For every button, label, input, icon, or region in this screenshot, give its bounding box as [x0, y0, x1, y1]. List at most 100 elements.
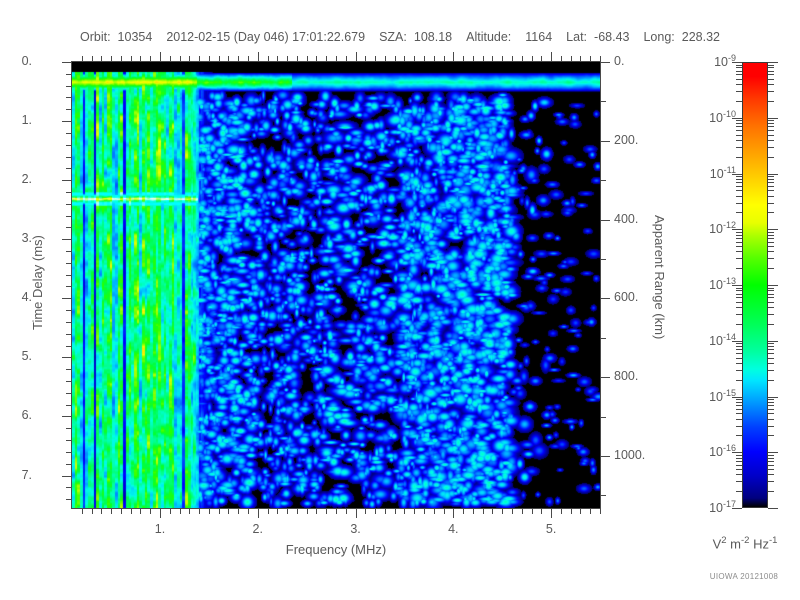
colorbar-tick-mantissa: 10: [709, 333, 723, 348]
y-right-tick-minor: [600, 495, 606, 497]
colorbar-tick-label: 10-14: [709, 332, 736, 348]
colorbar-tick-minor: [736, 425, 742, 427]
sza-value: 108.18: [413, 30, 453, 44]
credit-text: UIOWA 20121008: [709, 572, 779, 581]
x-tick-minor: [169, 508, 171, 514]
x-tick-minor: [580, 508, 582, 514]
colorbar-tick-minor: [768, 401, 774, 403]
y-right-tick-label: 1000.: [614, 447, 646, 462]
x-tick-minor-top: [404, 56, 406, 62]
colorbar-tick-minor: [736, 491, 742, 493]
colorbar-tick-label: 10-17: [709, 499, 736, 515]
colorbar-tick-major: [768, 396, 778, 398]
x-tick-minor-top: [375, 56, 377, 62]
x-tick-minor: [267, 508, 269, 514]
colorbar-tick-mantissa: 10: [709, 389, 723, 404]
colorbar-tick-minor: [768, 408, 774, 410]
x-tick-minor-top: [570, 56, 572, 62]
x-tick-minor-top: [120, 56, 122, 62]
colorbar-tick-minor: [736, 146, 742, 148]
colorbar-tick-major: [768, 508, 778, 509]
x-tick-minor: [306, 508, 308, 514]
colorbar-tick-minor: [768, 474, 774, 476]
colorbar-tick-minor: [736, 195, 742, 197]
x-tick-minor-top: [208, 56, 210, 62]
spectrogram-canvas: [72, 62, 600, 508]
y-left-tick-minor: [66, 227, 72, 229]
colorbar-tick-minor: [768, 212, 774, 214]
colorbar-tick-major: [732, 340, 742, 342]
x-tick-minor-top: [560, 56, 562, 62]
colorbar-tick-minor: [736, 212, 742, 214]
header-info-bar: Orbit: 10354 2012-02-15 (Day 046) 17:01:22…: [0, 30, 800, 44]
x-tick-minor-top: [91, 56, 93, 62]
colorbar-tick-minor: [768, 323, 774, 325]
x-tick-minor: [336, 508, 337, 514]
colorbar-gradient: [742, 62, 768, 508]
colorbar-tick-minor: [736, 290, 742, 292]
colorbar-tick-minor: [768, 251, 774, 253]
colorbar-tick-mantissa: 10: [709, 110, 723, 125]
colorbar-tick-exponent: -13: [722, 276, 736, 286]
x-tick-minor-top: [424, 56, 425, 62]
observation-datetime: 2012-02-15 (Day 046) 17:01:22.679: [166, 30, 366, 44]
y-left-tick-major: [62, 357, 72, 359]
colorbar-tick-minor: [768, 413, 774, 415]
y-left-tick-minor: [66, 274, 72, 276]
x-tick-minor-top: [521, 56, 523, 62]
y-axis-right: 0. 200. 400. 600. 800. 1000.: [600, 0, 800, 600]
x-tick-minor: [521, 508, 523, 514]
x-tick-minor-top: [218, 56, 220, 62]
unit-v: V: [712, 536, 722, 552]
colorbar-tick-label: 10-9: [714, 53, 736, 69]
colorbar-tick-minor: [768, 297, 774, 299]
colorbar-tick-minor: [768, 307, 774, 309]
x-tick-minor-top: [443, 56, 445, 62]
x-tick-minor-top: [111, 56, 113, 62]
altitude-label: Altitude:: [466, 30, 512, 44]
y-left-tick-minor: [66, 369, 72, 371]
colorbar-tick-minor: [768, 237, 774, 239]
x-tick-minor: [443, 508, 445, 514]
colorbar-tick-minor: [768, 343, 774, 345]
colorbar-tick-major: [732, 62, 742, 63]
y-right-tick-minor: [600, 258, 606, 260]
colorbar-tick-minor: [736, 156, 742, 158]
x-tick-minor: [433, 508, 435, 514]
y-left-tick-major: [62, 239, 72, 241]
orbit-label: Orbit:: [79, 30, 111, 44]
colorbar-tick-minor: [736, 357, 742, 359]
y-left-tick-minor: [66, 156, 72, 158]
colorbar-tick-minor: [768, 435, 774, 437]
colorbar-tick-minor: [736, 413, 742, 415]
y-left-tick-minor: [66, 168, 72, 170]
colorbar-tick-minor: [736, 346, 742, 348]
y-left-tick-minor: [66, 310, 72, 312]
longitude-value: 228.32: [681, 30, 720, 44]
colorbar-tick-minor: [768, 268, 774, 270]
colorbar-tick-minor: [736, 178, 742, 180]
y-left-tick-minor: [66, 345, 72, 347]
colorbar-tick-major: [732, 508, 742, 509]
x-tick-label: 3.: [350, 522, 361, 536]
colorbar-tick-minor: [768, 460, 774, 462]
colorbar-tick-major: [768, 62, 778, 63]
colorbar-tick-minor: [736, 100, 742, 102]
unit-hz-exp: -1: [768, 535, 778, 546]
colorbar-tick-minor: [736, 464, 742, 466]
colorbar-tick-minor: [736, 343, 742, 345]
x-tick-minor: [394, 508, 396, 514]
colorbar-tick-label: 10-12: [709, 220, 736, 236]
altitude-value: 1164: [525, 30, 553, 44]
y-right-tick-label: 0.: [614, 54, 625, 68]
colorbar-tick-minor: [768, 156, 774, 158]
colorbar-tick-minor: [768, 454, 774, 456]
colorbar-tick-minor: [736, 258, 742, 260]
x-tick-minor: [600, 508, 601, 514]
x-tick-minor: [101, 508, 103, 514]
x-tick-minor-top: [179, 56, 181, 62]
colorbar-tick-mantissa: 10: [709, 222, 723, 237]
colorbar-tick-minor: [768, 457, 774, 459]
colorbar-tick-minor: [768, 100, 774, 102]
colorbar-tick-minor: [736, 323, 742, 325]
